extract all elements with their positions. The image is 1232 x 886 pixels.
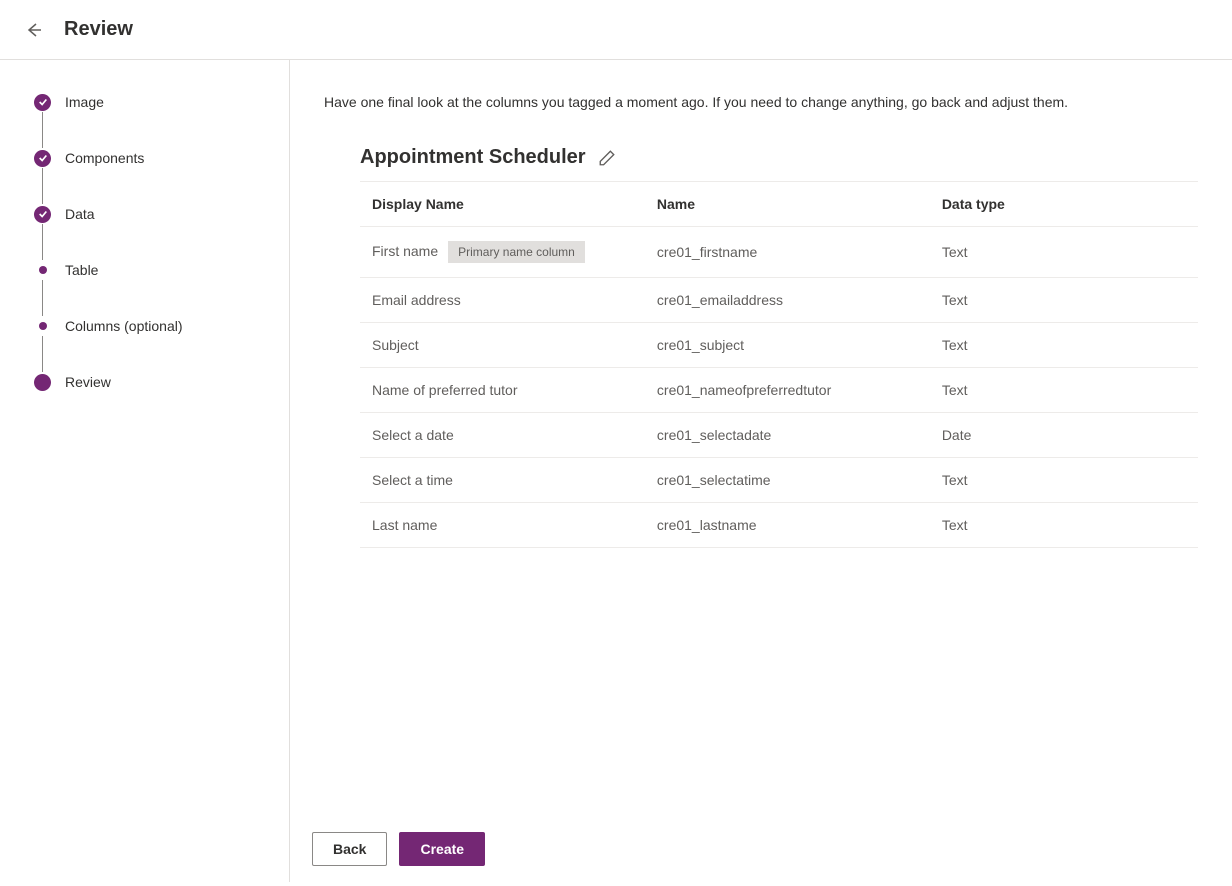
page-header: Review	[0, 0, 1232, 60]
display-name-text: Last name	[372, 517, 437, 533]
dot-icon	[34, 262, 51, 279]
cell-display-name: Name of preferred tutor	[360, 368, 645, 413]
current-dot-icon	[34, 374, 51, 391]
create-button[interactable]: Create	[399, 832, 485, 866]
page-title: Review	[64, 18, 133, 41]
cell-data-type: Text	[930, 503, 1198, 548]
footer-actions: Back Create	[290, 816, 1232, 882]
display-name-text: Select a date	[372, 427, 454, 443]
step-connector	[42, 280, 43, 316]
table-header-row: Display Name Name Data type	[360, 182, 1198, 227]
step-label: Components	[65, 150, 144, 166]
cell-display-name: Last name	[360, 503, 645, 548]
back-arrow-icon[interactable]	[24, 20, 44, 40]
step-columns-optional-[interactable]: Columns (optional)	[34, 316, 289, 336]
cell-name: cre01_selectadate	[645, 413, 930, 458]
cell-data-type: Text	[930, 458, 1198, 503]
wizard-stepper: Image Components Data Table Columns (optiona…	[0, 60, 290, 882]
step-label: Image	[65, 94, 104, 110]
table-row: Email address cre01_emailaddressText	[360, 278, 1198, 323]
cell-name: cre01_firstname	[645, 227, 930, 278]
display-name-text: Subject	[372, 337, 419, 353]
check-icon	[34, 94, 51, 111]
table-row: First name Primary name column cre01_first…	[360, 227, 1198, 278]
section-title: Appointment Scheduler	[360, 146, 586, 169]
step-image[interactable]: Image	[34, 92, 289, 112]
cell-data-type: Text	[930, 323, 1198, 368]
check-icon	[34, 206, 51, 223]
display-name-text: Select a time	[372, 472, 453, 488]
columns-table: Display Name Name Data type First name Pr…	[360, 181, 1198, 548]
step-connector	[42, 112, 43, 148]
cell-name: cre01_emailaddress	[645, 278, 930, 323]
display-name-text: Name of preferred tutor	[372, 382, 518, 398]
cell-name: cre01_nameofpreferredtutor	[645, 368, 930, 413]
table-row: Subject cre01_subjectText	[360, 323, 1198, 368]
step-components[interactable]: Components	[34, 148, 289, 168]
header-data-type: Data type	[930, 182, 1198, 227]
cell-display-name: Select a time	[360, 458, 645, 503]
header-display-name: Display Name	[360, 182, 645, 227]
cell-data-type: Text	[930, 227, 1198, 278]
table-row: Select a time cre01_selectatimeText	[360, 458, 1198, 503]
cell-name: cre01_lastname	[645, 503, 930, 548]
step-label: Data	[65, 206, 95, 222]
cell-data-type: Text	[930, 278, 1198, 323]
step-connector	[42, 336, 43, 372]
check-icon	[34, 150, 51, 167]
step-table[interactable]: Table	[34, 260, 289, 280]
intro-text: Have one final look at the columns you t…	[324, 94, 1198, 110]
step-review[interactable]: Review	[34, 372, 289, 392]
cell-name: cre01_subject	[645, 323, 930, 368]
cell-display-name: Email address	[360, 278, 645, 323]
step-label: Review	[65, 374, 111, 390]
step-connector	[42, 224, 43, 260]
table-row: Select a date cre01_selectadateDate	[360, 413, 1198, 458]
header-name: Name	[645, 182, 930, 227]
cell-name: cre01_selectatime	[645, 458, 930, 503]
table-row: Last name cre01_lastnameText	[360, 503, 1198, 548]
dot-icon	[34, 318, 51, 335]
table-row: Name of preferred tutor cre01_nameofprefe…	[360, 368, 1198, 413]
pencil-icon[interactable]	[598, 149, 616, 167]
main-panel: Have one final look at the columns you t…	[290, 60, 1232, 882]
step-connector	[42, 168, 43, 204]
primary-column-badge: Primary name column	[448, 241, 585, 263]
cell-data-type: Text	[930, 368, 1198, 413]
cell-display-name: Subject	[360, 323, 645, 368]
step-label: Table	[65, 262, 98, 278]
step-label: Columns (optional)	[65, 318, 183, 334]
display-name-text: Email address	[372, 292, 461, 308]
cell-data-type: Date	[930, 413, 1198, 458]
cell-display-name: First name Primary name column	[360, 227, 645, 278]
display-name-text: First name	[372, 243, 438, 259]
step-data[interactable]: Data	[34, 204, 289, 224]
back-button[interactable]: Back	[312, 832, 387, 866]
cell-display-name: Select a date	[360, 413, 645, 458]
